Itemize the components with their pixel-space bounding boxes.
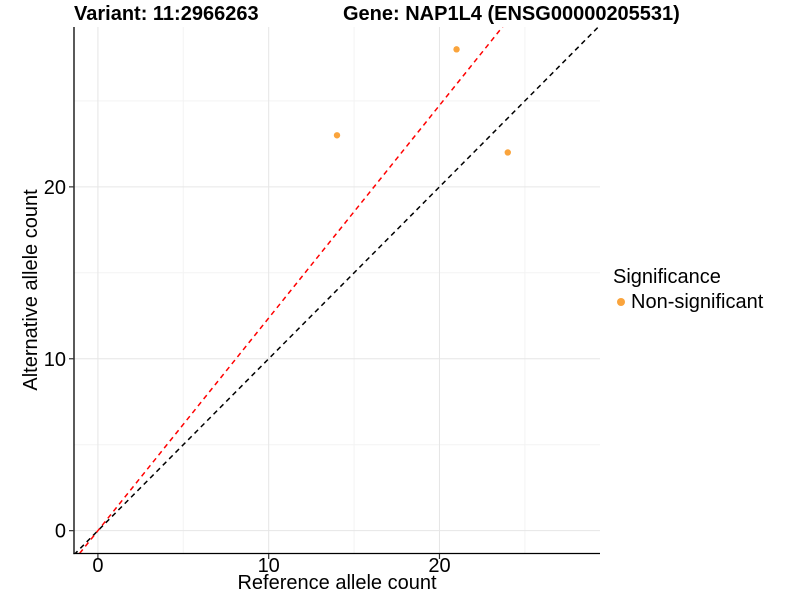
x-tick-label: 20	[428, 555, 450, 577]
gene-title: Gene: NAP1L4 (ENSG00000205531)	[343, 3, 680, 25]
identity-line	[74, 27, 600, 554]
axes: 0 10 20 0 10 20	[44, 27, 600, 577]
x-tick-label: 0	[92, 555, 103, 577]
y-axis-title: Alternative allele count	[20, 189, 42, 391]
x-axis-title: Reference allele count	[237, 572, 436, 594]
variant-title: Variant: 11:2966263	[74, 3, 259, 25]
legend-item-label: Non-significant	[631, 291, 764, 313]
reference-lines	[74, 27, 600, 554]
x-tick-label: 10	[258, 555, 280, 577]
data-points	[333, 46, 511, 156]
data-point	[453, 46, 460, 53]
legend-title: Significance	[613, 266, 721, 288]
gridlines	[74, 27, 600, 553]
data-point	[504, 149, 511, 156]
y-tick-label: 20	[44, 177, 66, 199]
point-marker-icon	[617, 298, 625, 306]
y-tick-label: 0	[55, 521, 66, 543]
y-tick-label: 10	[44, 349, 66, 371]
allelic-ratio-line	[78, 27, 504, 554]
legend-item-non-significant: Non-significant	[613, 291, 763, 313]
data-point	[333, 132, 341, 139]
legend: Significance Non-significant	[613, 266, 763, 313]
